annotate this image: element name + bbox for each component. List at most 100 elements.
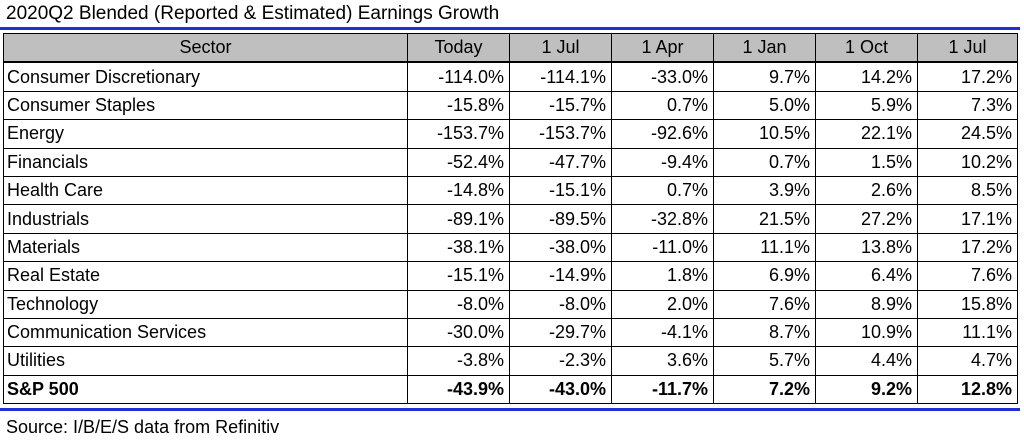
value-cell: 0.7% (611, 90, 714, 121)
sector-cell: Real Estate (3, 261, 408, 291)
value-cell: 0.7% (713, 147, 816, 177)
value-cell: -11.7% (611, 374, 714, 405)
value-cell: 6.9% (713, 261, 816, 291)
value-cell: -43.9% (407, 374, 510, 405)
table-title: 2020Q2 Blended (Reported & Estimated) Ea… (6, 3, 500, 24)
value-cell: -15.1% (509, 175, 612, 206)
value-cell: 11.1% (713, 232, 816, 263)
value-cell: -30.0% (407, 317, 510, 348)
value-cell: -114.0% (407, 61, 510, 92)
table-row: Real Estate -15.1% -14.9% 1.8% 6.9% 6.4% 7.6% (3, 261, 1018, 291)
sector-cell: Materials (3, 232, 408, 263)
value-cell: 11.1% (917, 317, 1018, 348)
sector-cell: Energy (3, 119, 408, 149)
value-cell: 17.1% (917, 204, 1018, 234)
value-cell: -2.3% (509, 346, 612, 376)
value-cell: -89.1% (407, 204, 510, 234)
value-cell: -89.5% (509, 204, 612, 234)
value-cell: 10.9% (815, 317, 918, 348)
table-row: Energy -153.7% -153.7% -92.6% 10.5% 22.1% 24.5… (3, 119, 1018, 149)
table-row: Consumer Staples -15.8% -15.7% 0.7% 5.0% 5.9%… (3, 90, 1018, 121)
value-cell: -14.9% (509, 261, 612, 291)
value-cell: 27.2% (815, 204, 918, 234)
column-header: 1 Oct (815, 33, 918, 64)
value-cell: -11.0% (611, 232, 714, 263)
value-cell: 7.2% (713, 374, 816, 405)
table-row: Financials -52.4% -47.7% -9.4% 0.7% 1.5% 10.2% (3, 147, 1018, 177)
table-row: Consumer Discretionary -114.0% -114.1% -33.… (3, 61, 1018, 92)
table-row: Industrials -89.1% -89.5% -32.8% 21.5% 27.2% 1… (3, 204, 1018, 234)
value-cell: -38.0% (509, 232, 612, 263)
sector-cell: Consumer Staples (3, 90, 408, 121)
value-cell: -92.6% (611, 119, 714, 149)
value-cell: 7.6% (917, 261, 1018, 291)
value-cell: -114.1% (509, 61, 612, 92)
column-header: Today (407, 33, 510, 64)
value-cell: -8.0% (509, 289, 612, 319)
sector-cell: Health Care (3, 175, 408, 206)
sector-cell: Communication Services (3, 317, 408, 348)
value-cell: 10.2% (917, 147, 1018, 177)
value-cell: 8.7% (713, 317, 816, 348)
value-cell: 15.8% (917, 289, 1018, 319)
value-cell: 5.0% (713, 90, 816, 121)
value-cell: 24.5% (917, 119, 1018, 149)
value-cell: -9.4% (611, 147, 714, 177)
value-cell: -47.7% (509, 147, 612, 177)
value-cell: 4.7% (917, 346, 1018, 376)
top-rule (0, 27, 1020, 30)
sector-cell: Financials (3, 147, 408, 177)
value-cell: -43.0% (509, 374, 612, 405)
value-cell: -4.1% (611, 317, 714, 348)
sector-cell: Utilities (3, 346, 408, 376)
table-row: Communication Services -30.0% -29.7% -4.1% 8… (3, 317, 1018, 348)
value-cell: 3.6% (611, 346, 714, 376)
column-header: 1 Apr (611, 33, 714, 64)
value-cell: 17.2% (917, 232, 1018, 263)
column-header: 1 Jul (509, 33, 612, 64)
value-cell: 13.8% (815, 232, 918, 263)
bottom-rule (0, 408, 1020, 411)
column-header: 1 Jan (713, 33, 816, 64)
column-header: Sector (3, 33, 408, 64)
value-cell: 0.7% (611, 175, 714, 206)
value-cell: 17.2% (917, 61, 1018, 92)
value-cell: -8.0% (407, 289, 510, 319)
total-row: S&P 500 -43.9% -43.0% -11.7% 7.2% 9.2% 12.8% (3, 374, 1018, 405)
value-cell: -153.7% (509, 119, 612, 149)
table-row: Materials -38.1% -38.0% -11.0% 11.1% 13.8% 17.… (3, 232, 1018, 263)
value-cell: -14.8% (407, 175, 510, 206)
value-cell: 10.5% (713, 119, 816, 149)
value-cell: 21.5% (713, 204, 816, 234)
table-row: Health Care -14.8% -15.1% 0.7% 3.9% 2.6% 8.5% (3, 175, 1018, 206)
value-cell: 9.2% (815, 374, 918, 405)
value-cell: 6.4% (815, 261, 918, 291)
value-cell: -33.0% (611, 61, 714, 92)
value-cell: 14.2% (815, 61, 918, 92)
sector-cell: Consumer Discretionary (3, 61, 408, 92)
sector-cell: Technology (3, 289, 408, 319)
sector-cell: S&P 500 (3, 374, 408, 405)
sector-cell: Industrials (3, 204, 408, 234)
value-cell: 8.5% (917, 175, 1018, 206)
value-cell: 3.9% (713, 175, 816, 206)
value-cell: -153.7% (407, 119, 510, 149)
value-cell: -15.7% (509, 90, 612, 121)
value-cell: 5.7% (713, 346, 816, 376)
value-cell: 22.1% (815, 119, 918, 149)
earnings-growth-table: Sector Today 1 Jul 1 Apr 1 Jan 1 Oct 1 J… (3, 33, 1018, 405)
value-cell: 1.5% (815, 147, 918, 177)
value-cell: 2.0% (611, 289, 714, 319)
table-row: Utilities -3.8% -2.3% 3.6% 5.7% 4.4% 4.7% (3, 346, 1018, 376)
value-cell: -3.8% (407, 346, 510, 376)
value-cell: -15.8% (407, 90, 510, 121)
column-header: 1 Jul (917, 33, 1018, 64)
header-row: Sector Today 1 Jul 1 Apr 1 Jan 1 Oct 1 J… (3, 33, 1018, 64)
value-cell: 7.6% (713, 289, 816, 319)
value-cell: -15.1% (407, 261, 510, 291)
value-cell: -52.4% (407, 147, 510, 177)
value-cell: 1.8% (611, 261, 714, 291)
value-cell: -38.1% (407, 232, 510, 263)
value-cell: 5.9% (815, 90, 918, 121)
value-cell: -29.7% (509, 317, 612, 348)
